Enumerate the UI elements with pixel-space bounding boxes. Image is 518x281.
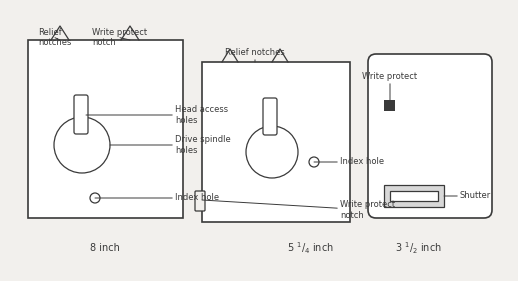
- Bar: [390, 191, 438, 201]
- Text: Index hole: Index hole: [314, 157, 384, 167]
- Bar: [384, 100, 395, 111]
- Circle shape: [54, 117, 110, 173]
- Bar: [202, 62, 350, 222]
- Bar: [384, 185, 444, 207]
- Text: 3 $\mathregular{^1/_2}$ inch: 3 $\mathregular{^1/_2}$ inch: [395, 240, 441, 256]
- Text: Write protect
notch: Write protect notch: [202, 200, 395, 220]
- Circle shape: [309, 157, 319, 167]
- Text: 5 $\mathregular{^1/_4}$ inch: 5 $\mathregular{^1/_4}$ inch: [286, 240, 334, 256]
- Text: Relief notches: Relief notches: [225, 48, 285, 62]
- Text: Drive spindle
holes: Drive spindle holes: [110, 135, 231, 155]
- Text: 8 inch: 8 inch: [90, 243, 120, 253]
- FancyBboxPatch shape: [74, 95, 88, 134]
- Text: Write protect: Write protect: [363, 72, 418, 100]
- FancyBboxPatch shape: [368, 54, 492, 218]
- FancyBboxPatch shape: [195, 191, 205, 211]
- FancyBboxPatch shape: [263, 98, 277, 135]
- Bar: [28, 40, 183, 218]
- Text: Index hole: Index hole: [95, 194, 219, 203]
- Text: Relief
notches: Relief notches: [38, 28, 71, 47]
- Circle shape: [246, 126, 298, 178]
- Text: Shutter: Shutter: [444, 191, 491, 201]
- Text: Head access
holes: Head access holes: [86, 105, 228, 125]
- Text: Write protect
notch: Write protect notch: [92, 28, 148, 47]
- Circle shape: [90, 193, 100, 203]
